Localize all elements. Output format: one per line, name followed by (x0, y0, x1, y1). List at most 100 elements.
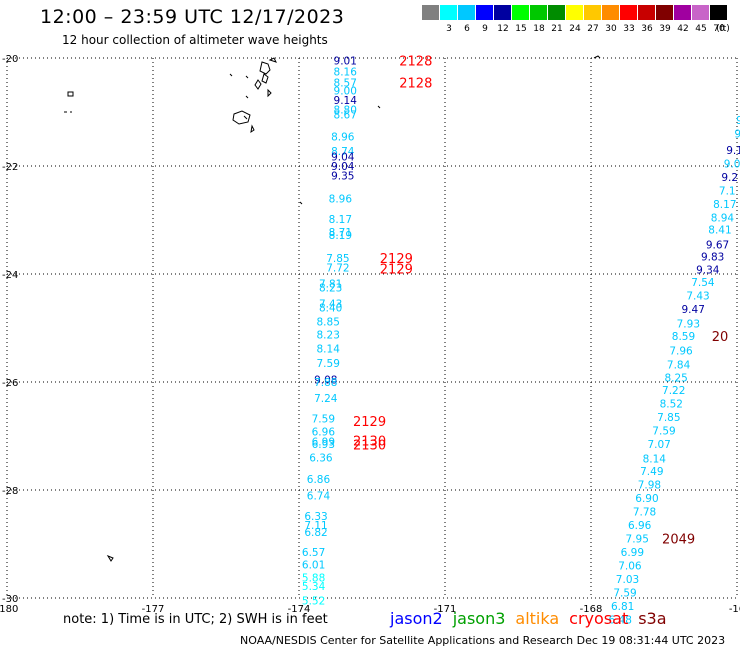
wave-height-value: 9.04 (331, 151, 355, 163)
wave-height-value: 7.85 (657, 412, 680, 424)
map-title: 12:00 – 23:59 UTC 12/17/2023 (40, 6, 345, 28)
colorbar-swatch (692, 5, 709, 20)
wave-height-value: 7.06 (618, 561, 642, 573)
colorbar-swatch (602, 5, 619, 20)
wave-height-value: 7.72 (326, 263, 349, 275)
wave-height-value: 8.23 (317, 329, 340, 341)
wave-height-value: 8.14 (643, 454, 667, 466)
wave-height-value: 6.74 (307, 490, 331, 502)
kadavu-outline (232, 110, 255, 134)
pass-label: 2130 (353, 439, 386, 454)
wave-height-value: 7.85 (326, 253, 349, 265)
wave-height-value: 8.96 (329, 193, 353, 205)
colorbar-swatch (638, 5, 655, 20)
lon-tick-label: -177 (142, 604, 165, 615)
wave-height-value: 8.17 (713, 199, 736, 211)
lat-tick-label: -24 (2, 270, 18, 281)
lon-tick-label: -16 (729, 604, 740, 615)
wave-height-value: 9.47 (682, 304, 705, 316)
wave-height-value: 9. (734, 129, 740, 141)
wave-height-value: 8.57 (334, 77, 357, 89)
colorbar-label: 24 (569, 24, 581, 34)
wave-height-value: 7.78 (633, 507, 656, 519)
lon-tick-label: -180 (0, 604, 18, 615)
wave-height-value: 5.52 (302, 596, 325, 608)
land-outlines (64, 55, 601, 562)
wave-height-value: 6.36 (309, 453, 333, 465)
wave-height-value: 8.40 (319, 302, 342, 314)
colorbar-swatch (710, 5, 727, 20)
wave-height-value: 8.14 (317, 344, 341, 356)
wave-height-value: 8.41 (708, 225, 731, 237)
colorbar-swatch (458, 5, 475, 20)
wave-height-value: 6.90 (635, 493, 658, 505)
wave-height-value: 7.59 (613, 588, 636, 600)
colorbar-swatch (548, 5, 565, 20)
wave-height-value: 9.01 (334, 56, 357, 68)
wave-height-value: 6.99 (621, 547, 644, 559)
wave-height-value: 6.81 (611, 601, 634, 613)
wave-height-value: 7.59 (652, 426, 675, 438)
wave-height-value: 7.59 (312, 414, 335, 426)
colorbar-label: 39 (659, 24, 671, 34)
lat-tick-label: -20 (2, 54, 18, 65)
wave-height-value: 9.08 (314, 374, 337, 386)
colorbar-swatch (494, 5, 511, 20)
wave-height-value: 6.57 (302, 547, 325, 559)
wave-height-value: 8.80 (334, 104, 357, 116)
wave-height-value: 8.94 (711, 212, 735, 224)
wave-height-value: 7.93 (677, 319, 700, 331)
lat-tick-label: -30 (2, 594, 18, 605)
lat-tick-label: -28 (2, 486, 18, 497)
colorbar-label: 33 (623, 24, 635, 34)
wave-height-value: 7.54 (691, 277, 715, 289)
pass-label: 2128 (399, 55, 432, 70)
fiji-islands-outline (229, 57, 277, 99)
lon-tick-label: -168 (580, 604, 603, 615)
wave-height-value: 9.14 (334, 95, 358, 107)
wave-height-value: 8.96 (331, 131, 355, 143)
colorbar-label: 21 (551, 24, 563, 34)
legend-s3a: s3a (638, 609, 667, 628)
pass-label: 2129 (353, 415, 386, 430)
wave-height-value: 7.1 (719, 185, 736, 197)
colorbar-label: 9 (482, 24, 488, 34)
wave-height-value: 9.34 (696, 265, 720, 277)
wave-height-value: 7.03 (616, 574, 639, 586)
colorbar-label: 12 (497, 24, 509, 34)
wave-height-value: 8.16 (334, 67, 358, 79)
wave-height-value: 6.82 (304, 527, 327, 539)
colorbar-swatch (674, 5, 691, 20)
wave-height-value: 7.81 (319, 279, 342, 291)
pass-label: 2128 (399, 76, 432, 91)
altimeter-tracks: 9.018.168.579.009.148.808.67 8.96 8.749.04… (302, 56, 740, 627)
lat-tick-label: -26 (2, 378, 18, 389)
wave-height-value: 7.11 (304, 520, 327, 532)
wave-height-value: 6.33 (304, 511, 327, 523)
wave-height-value: 9.00 (334, 85, 357, 97)
wave-height-value: 7.24 (314, 393, 338, 405)
wave-height-value: 8.74 (331, 146, 355, 158)
wave-height-value: 5.34 (302, 581, 326, 593)
pass-label: 20 (712, 330, 729, 345)
colorbar-label: 3 (446, 24, 452, 34)
wave-height-value: 8.71 (329, 227, 352, 239)
legend-jason2: jason2 (390, 609, 443, 628)
wave-height-value: 9.1 (726, 145, 740, 157)
wave-height-value: 6.96 (312, 427, 336, 439)
wave-height-value: 8.19 (329, 230, 352, 242)
east-track: 99.9.19.09.27.18.178.948.419.679.839.347… (609, 115, 740, 626)
wave-height-value: 7.95 (626, 534, 649, 546)
wave-height-value: 7.22 (662, 385, 685, 397)
wave-height-value: 6.48 (609, 615, 632, 627)
legend-jason3: jason3 (452, 609, 506, 628)
wave-height-value: 5.88 (302, 572, 325, 584)
wave-height-value: 9.2 (721, 172, 738, 184)
colorbar-label: 30 (605, 24, 617, 34)
colorbar-label: 45 (695, 24, 707, 34)
wave-height-value: 7.88 (314, 377, 337, 389)
wave-height-value: 8.67 (334, 110, 357, 122)
west-track: 9.018.168.579.009.148.808.67 8.96 8.749.04… (302, 56, 357, 608)
pass-label: 2049 (662, 533, 695, 548)
